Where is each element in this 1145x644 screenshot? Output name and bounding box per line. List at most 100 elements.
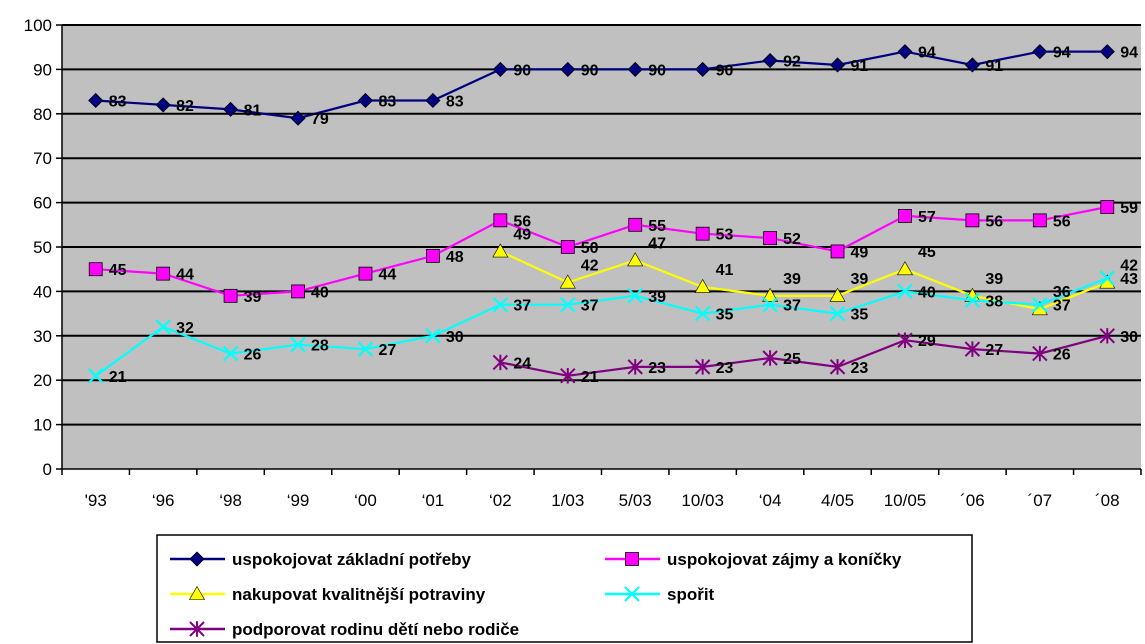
data-label: 91 [851,58,869,75]
data-label: 39 [648,289,666,306]
data-label: 38 [985,293,1003,310]
square-marker [291,284,305,299]
data-label: 56 [985,213,1003,230]
data-label: 29 [918,333,936,350]
data-label: 27 [378,342,396,359]
data-label: 53 [716,227,734,244]
legend-item-3: nakupovat kvalitnější potraviny [170,585,486,604]
square-marker [898,209,912,223]
data-label: 36 [1053,284,1071,301]
x-marker [1032,296,1048,313]
data-label: 23 [716,360,734,377]
y-tick-label: 90 [33,60,52,79]
x-marker [624,586,640,602]
data-label: 27 [985,342,1003,359]
diamond-marker [829,57,846,73]
data-label: 42 [1120,258,1138,275]
data-label: 40 [311,284,329,301]
square-marker [493,213,508,228]
data-label: 94 [1053,45,1071,62]
data-label: 59 [1120,200,1138,217]
data-label: 44 [378,267,396,284]
diamond-marker [1032,44,1048,60]
data-label: 49 [513,226,531,243]
square-marker [156,266,171,281]
diamond-marker [425,92,441,109]
triangle-marker [188,585,206,600]
y-tick-label: 80 [33,105,52,124]
x-tick-label: 10/03 [681,491,724,510]
star-marker [964,341,981,357]
data-label: 40 [918,284,936,301]
diamond-marker [560,61,576,77]
triangle-marker [829,287,846,302]
y-tick-label: 40 [33,282,52,301]
data-label: 83 [109,93,127,110]
data-label: 28 [311,338,329,355]
legend-item-1: uspokojovat základní potřeby [170,550,472,569]
x-tick-label: ´06 [960,491,985,510]
data-label: 81 [244,102,262,119]
data-label: 83 [378,93,396,110]
data-label: 24 [513,355,531,372]
y-tick-label: 60 [33,194,52,213]
star-marker [897,332,913,348]
data-label: 43 [1120,271,1138,288]
data-label: 94 [918,45,936,62]
x-marker [425,328,441,344]
x-tick-label: ‘01 [422,491,445,510]
data-label: 37 [783,298,801,315]
y-tick-label: 50 [33,238,52,257]
data-label: 21 [109,369,127,386]
data-label: 45 [918,244,936,261]
triangle-marker [762,287,779,302]
diamond-marker [492,61,508,77]
data-label: 52 [783,231,801,248]
legend-label: uspokojovat zájmy a koníčky [667,550,902,569]
data-label: 21 [581,369,599,386]
y-tick-label: 70 [33,149,52,168]
x-marker [290,336,306,353]
x-tick-label: ‘04 [759,491,782,510]
diamond-marker [223,101,239,117]
data-label: 26 [1053,347,1071,364]
data-label: 50 [581,240,599,257]
x-tick-label: 1/03 [551,491,584,510]
series-line [500,334,1108,377]
x-marker [155,319,171,335]
square-marker [628,217,643,232]
data-label: 44 [176,267,194,284]
x-tick-label: ‘98 [219,491,242,510]
square-marker [560,240,575,254]
diamond-marker [155,97,171,113]
data-label: 37 [1053,298,1071,315]
star-marker [627,359,643,375]
y-tick-label: 30 [33,327,52,346]
x-tick-label: ‘99 [287,491,310,510]
legend-item-5: podporovat rodinu dětí nebo rodiče [170,620,519,639]
series-4 [87,270,1116,384]
data-label: 39 [851,271,869,288]
square-marker [358,266,373,281]
data-label: 49 [851,244,869,261]
x-tick-label: 4/05 [821,491,854,510]
data-label: 30 [446,329,464,346]
legend-item-2: uspokojovat zájmy a koníčky [605,550,902,569]
legend-label: nakupovat kvalitnější potraviny [232,585,486,604]
triangle-marker [896,261,913,276]
data-label: 48 [446,249,464,266]
star-marker [1032,345,1048,362]
x-tick-label: 10/05 [884,491,927,510]
legend-label: podporovat rodinu dětí nebo rodiče [232,620,519,639]
diamond-marker [762,52,778,69]
y-tick-label: 100 [24,16,52,35]
x-marker [492,296,509,313]
x-marker [87,367,104,384]
data-label: 94 [1120,45,1138,62]
diamond-marker [897,44,913,60]
x-tick-label: '93 [85,491,107,510]
square-marker [830,244,845,259]
x-marker [762,296,778,313]
data-labels: 83 82 81 79 83 83 90 90 90 90 92 91 94 91 94 94 45 44 39 40… [109,45,1138,386]
data-label: 41 [716,262,734,279]
